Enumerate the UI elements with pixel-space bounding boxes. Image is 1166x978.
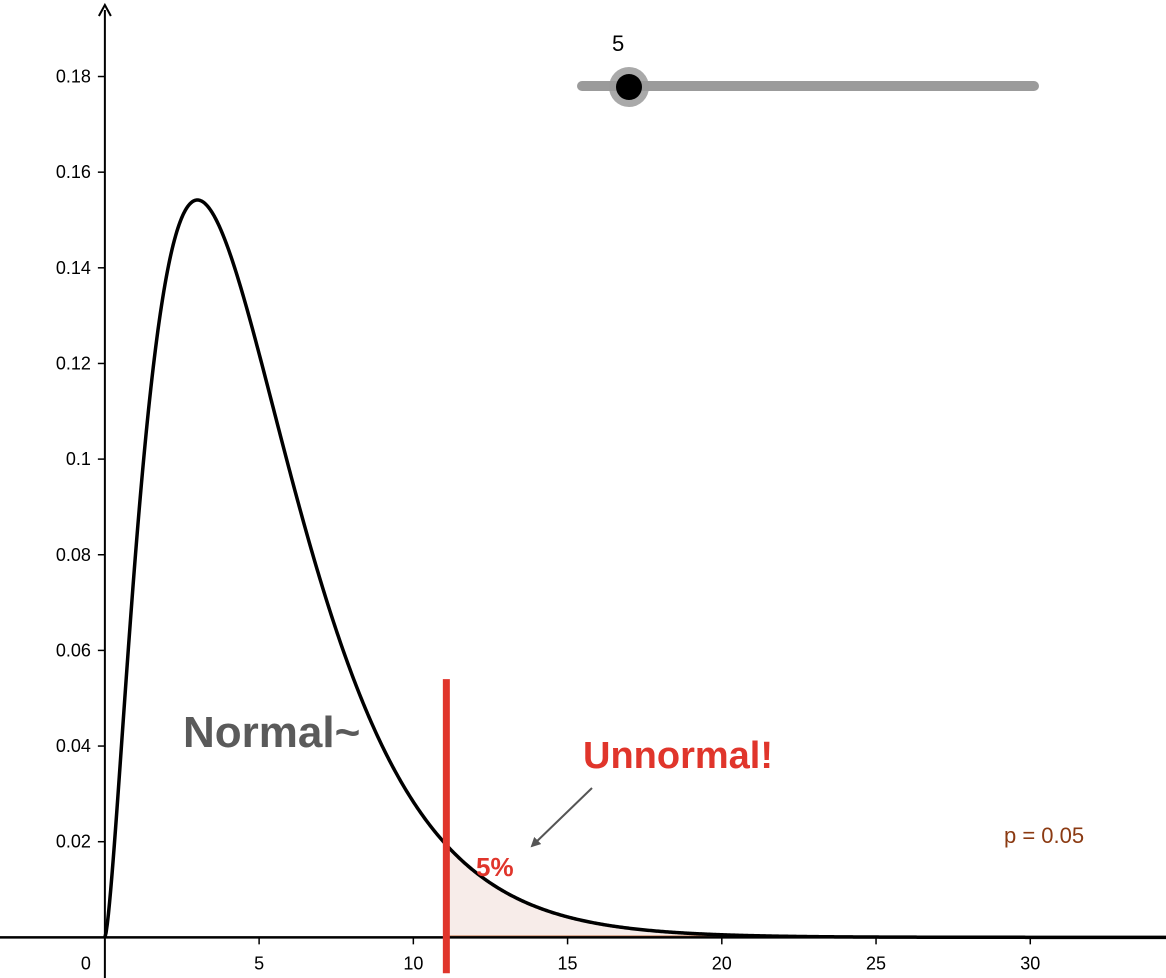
x-tick-label: 15 <box>558 953 578 973</box>
y-tick-label: 0.02 <box>56 832 91 852</box>
y-tick-label: 0.14 <box>56 258 91 278</box>
x-tick-label: 25 <box>866 953 886 973</box>
y-tick-label: 0.1 <box>66 449 91 469</box>
df-slider[interactable]: 5 <box>577 31 1039 107</box>
pdf-curve <box>103 198 1166 940</box>
x-tick-label: 30 <box>1020 953 1040 973</box>
x-tick-label: 20 <box>712 953 732 973</box>
percent-annotation: 5% <box>476 852 514 882</box>
y-tick-label: 0.08 <box>56 545 91 565</box>
slider-value: 5 <box>612 31 624 56</box>
y-tick-label: 0.16 <box>56 162 91 182</box>
tail-area <box>446 844 784 938</box>
x-tick-label: 5 <box>254 953 264 973</box>
slider-handle[interactable] <box>616 74 642 100</box>
y-tick-label: 0.12 <box>56 353 91 373</box>
x-tick-label: 0 <box>81 953 91 973</box>
normal-annotation: Normal~ <box>183 708 360 757</box>
p-value-label: p = 0.05 <box>1004 823 1084 848</box>
y-tick-label: 0.06 <box>56 640 91 660</box>
y-tick-label: 0.18 <box>56 67 91 87</box>
annotation-arrow <box>530 787 593 848</box>
unnormal-annotation: Unnormal! <box>583 735 773 777</box>
y-tick-label: 0.04 <box>56 736 91 756</box>
x-tick-label: 10 <box>403 953 423 973</box>
y-axis-arrow <box>98 2 112 17</box>
